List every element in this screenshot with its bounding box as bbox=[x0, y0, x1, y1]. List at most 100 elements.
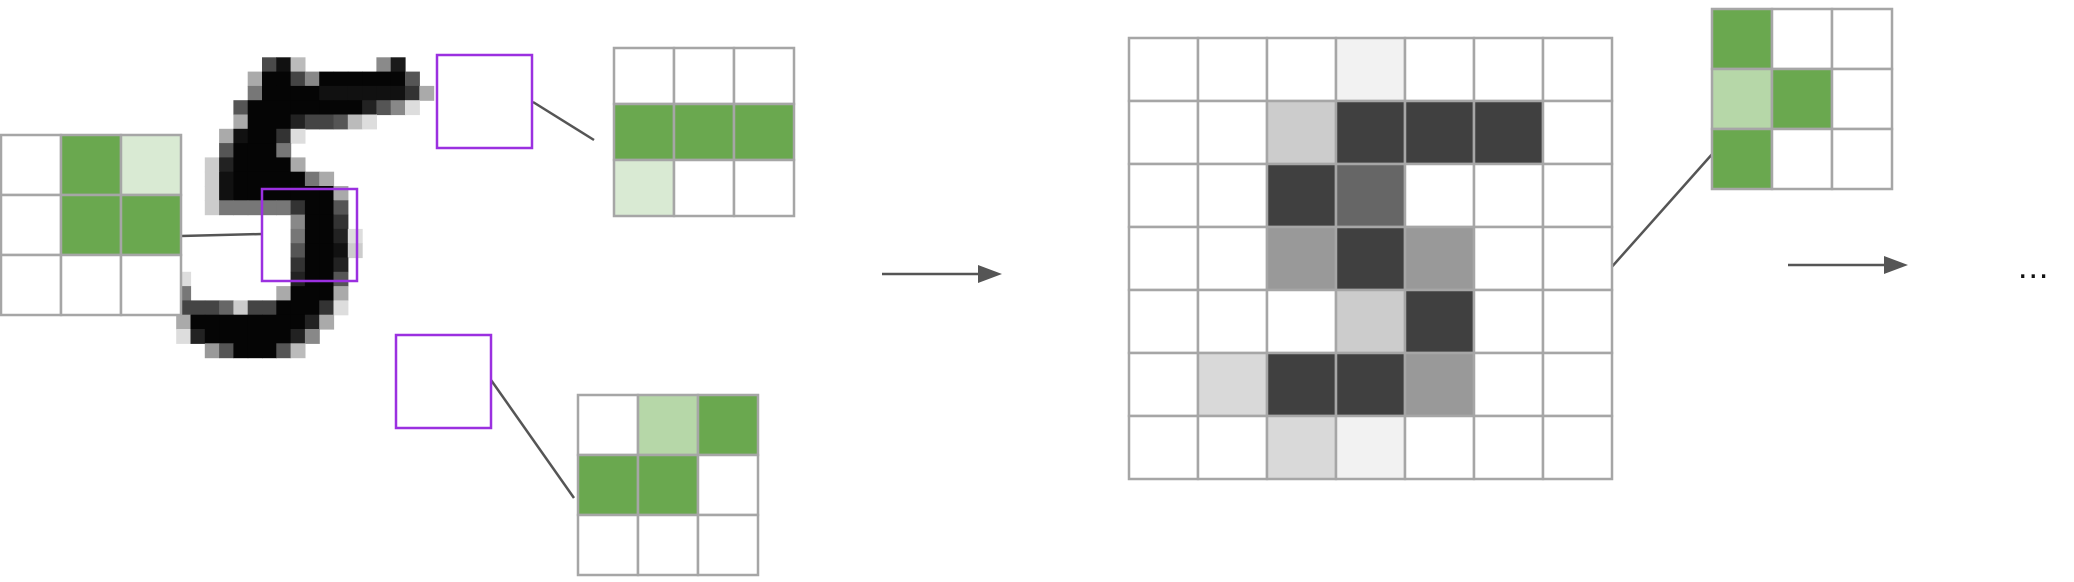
digit-pixel bbox=[247, 343, 263, 359]
digit-pixel bbox=[333, 100, 349, 116]
feature-map-cell bbox=[1403, 351, 1476, 418]
kernel-cell bbox=[612, 158, 676, 218]
digit-pixel bbox=[319, 200, 335, 216]
kernel-cell bbox=[0, 193, 63, 257]
digit-pixel bbox=[290, 171, 306, 187]
digit-pixel bbox=[247, 128, 263, 144]
digit-pixel bbox=[247, 300, 263, 316]
digit-pixel bbox=[376, 85, 392, 101]
kernel-top bbox=[612, 46, 796, 218]
digit-pixel bbox=[247, 314, 263, 330]
feature-map-cell bbox=[1196, 99, 1269, 166]
feature-map-cell bbox=[1541, 162, 1614, 229]
feature-map-cell bbox=[1265, 225, 1338, 292]
feature-map-cell bbox=[1541, 288, 1614, 355]
digit-pixel bbox=[219, 314, 234, 330]
feature-map-cell bbox=[1472, 36, 1545, 103]
kernel-bottom bbox=[576, 393, 760, 577]
digit-pixel bbox=[219, 171, 234, 187]
kernel-cell bbox=[576, 513, 640, 577]
digit-pixel bbox=[262, 57, 277, 73]
kernel-cell bbox=[59, 133, 123, 197]
feature-map-cell bbox=[1265, 162, 1338, 229]
kernel-cell bbox=[576, 453, 640, 517]
digit-pixel bbox=[362, 85, 377, 101]
digit-pixel bbox=[276, 157, 292, 173]
digit-pixel bbox=[390, 100, 406, 116]
digit-pixel bbox=[362, 100, 377, 116]
digit-pixel bbox=[390, 85, 406, 101]
digit-pixel bbox=[304, 228, 320, 244]
kernel-cell bbox=[0, 133, 63, 197]
digit-pixel bbox=[233, 329, 249, 344]
digit-pixel bbox=[319, 114, 335, 130]
digit-pixel bbox=[319, 171, 335, 187]
connector-line bbox=[180, 232, 263, 238]
digit-pixel bbox=[319, 314, 335, 330]
digit-pixel bbox=[219, 343, 234, 359]
digit-pixel bbox=[319, 271, 335, 287]
feature-map-cell bbox=[1265, 414, 1338, 481]
digit-pixel bbox=[233, 128, 249, 144]
digit-pixel bbox=[290, 214, 306, 230]
digit-pixel bbox=[304, 300, 320, 316]
digit-pixel bbox=[233, 300, 249, 316]
digit-pixel bbox=[405, 100, 420, 116]
kernel-cell bbox=[1830, 67, 1894, 131]
digit-pixel bbox=[276, 171, 292, 187]
digit-pixel bbox=[376, 100, 392, 116]
kernel-cell bbox=[696, 513, 760, 577]
digit-pixel bbox=[262, 114, 277, 130]
digit-pixel bbox=[333, 257, 349, 273]
feature-map-cell bbox=[1127, 351, 1200, 418]
kernel-cell bbox=[1770, 127, 1834, 191]
digit-pixel bbox=[304, 271, 320, 287]
feature-map-cell bbox=[1403, 414, 1476, 481]
feature-map-cell bbox=[1196, 414, 1269, 481]
digit-pixel bbox=[304, 286, 320, 301]
digit-pixel bbox=[233, 143, 249, 158]
feature-map-cell bbox=[1403, 288, 1476, 355]
feature-map-cell bbox=[1403, 99, 1476, 166]
digit-pixel bbox=[204, 157, 220, 173]
digit-pixel bbox=[262, 300, 277, 316]
digit-pixel bbox=[204, 314, 220, 330]
digit-pixel bbox=[262, 343, 277, 359]
digit-pixel bbox=[276, 143, 292, 158]
digit-pixel bbox=[233, 114, 249, 130]
digit-pixel bbox=[290, 286, 306, 301]
digit-pixel bbox=[276, 200, 292, 216]
feature-map-cell bbox=[1127, 225, 1200, 292]
digit-pixel bbox=[247, 186, 263, 201]
digit-pixel bbox=[405, 71, 420, 87]
kernel-cell bbox=[612, 102, 676, 162]
digit-pixel bbox=[247, 200, 263, 216]
digit-pixel bbox=[276, 300, 292, 316]
feature-map-cell bbox=[1403, 162, 1476, 229]
window-outline bbox=[260, 187, 359, 283]
digit-pixel bbox=[290, 71, 306, 87]
feature-map bbox=[1127, 36, 1614, 481]
feature-map-cell bbox=[1472, 288, 1545, 355]
kernel-cell bbox=[1710, 7, 1774, 71]
digit-pixel bbox=[290, 329, 306, 344]
feature-map-cell bbox=[1541, 351, 1614, 418]
feature-map-cell bbox=[1472, 414, 1545, 481]
digit-pixel bbox=[276, 57, 292, 73]
feature-map-cell bbox=[1196, 36, 1269, 103]
digit-pixel bbox=[290, 114, 306, 130]
digit-pixel bbox=[247, 143, 263, 158]
digit-pixel bbox=[319, 257, 335, 273]
digit-pixel bbox=[190, 314, 206, 330]
digit-pixel bbox=[304, 329, 320, 344]
digit-pixel bbox=[290, 100, 306, 116]
digit-pixel bbox=[333, 300, 349, 316]
kernel-cell bbox=[636, 453, 700, 517]
digit-pixel bbox=[347, 71, 363, 87]
digit-pixel bbox=[304, 200, 320, 216]
digit-pixel bbox=[304, 171, 320, 187]
digit-pixel bbox=[190, 329, 206, 344]
kernel-cell bbox=[696, 453, 760, 517]
feature-map-cell bbox=[1196, 288, 1269, 355]
